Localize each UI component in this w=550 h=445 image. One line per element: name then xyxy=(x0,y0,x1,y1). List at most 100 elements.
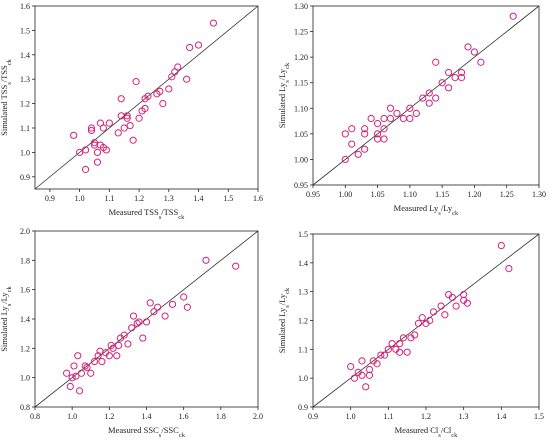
data-point xyxy=(406,104,414,112)
data-point xyxy=(365,365,374,374)
x-tick-label: 1.5 xyxy=(223,194,233,203)
x-tick-label: 1.05 xyxy=(371,190,385,199)
data-point xyxy=(76,148,84,156)
x-tick-label: 1.4 xyxy=(496,412,506,421)
data-point xyxy=(114,129,122,137)
data-point xyxy=(98,357,106,366)
x-axis-label: Measured TSSs/TSSck xyxy=(109,207,186,221)
data-point xyxy=(159,100,167,108)
x-tick-label: 1.1 xyxy=(104,194,114,203)
data-point xyxy=(81,362,89,370)
data-point xyxy=(141,104,149,113)
data-point xyxy=(380,125,388,133)
data-point xyxy=(341,155,349,164)
x-tick-label: 0.8 xyxy=(30,412,40,421)
data-point xyxy=(418,314,426,322)
data-point xyxy=(432,58,440,66)
data-point xyxy=(93,158,102,166)
data-point xyxy=(388,339,396,348)
data-point xyxy=(105,352,113,360)
data-point xyxy=(161,312,169,320)
data-point xyxy=(83,363,91,371)
data-point xyxy=(348,140,356,148)
x-tick-label: 1.30 xyxy=(532,190,546,199)
one-to-one-line xyxy=(34,5,259,190)
y-tick-label: 1.8 xyxy=(20,256,30,265)
data-point xyxy=(62,369,71,377)
data-point xyxy=(452,302,460,310)
data-point xyxy=(380,114,388,123)
y-tick-label: 1.25 xyxy=(294,28,308,37)
data-point xyxy=(437,302,445,310)
y-tick-label: 1.6 xyxy=(20,286,30,295)
data-point xyxy=(470,48,479,56)
data-point xyxy=(509,12,517,20)
x-tick-label: 1.2 xyxy=(134,194,144,203)
y-axis-label: Simulated Lys/Lyck xyxy=(277,287,291,353)
data-point xyxy=(414,319,423,327)
y-axis-label: Simulated TSSs/TSSck xyxy=(0,58,13,136)
y-tick-label: 1.3 xyxy=(298,288,308,297)
data-point xyxy=(497,241,505,250)
data-point xyxy=(87,126,96,135)
y-tick-label: 1.6 xyxy=(20,2,30,11)
data-point xyxy=(129,136,137,144)
data-point xyxy=(66,382,74,391)
data-point xyxy=(399,334,407,342)
y-tick-label: 1.20 xyxy=(294,53,308,62)
data-point xyxy=(117,95,125,103)
y-tick-label: 1.0 xyxy=(20,148,30,157)
x-tick-label: 1.3 xyxy=(459,412,469,421)
data-point xyxy=(361,145,369,153)
x-tick-label: 1.10 xyxy=(403,190,417,199)
data-point xyxy=(113,352,121,360)
data-point xyxy=(451,74,459,82)
data-point xyxy=(183,75,191,83)
data-point xyxy=(432,94,440,102)
data-point xyxy=(396,348,404,356)
data-point xyxy=(156,87,164,96)
data-point xyxy=(129,312,138,320)
data-point xyxy=(126,121,134,130)
one-to-one-line xyxy=(312,5,540,186)
data-point xyxy=(120,331,128,339)
data-point xyxy=(135,318,143,326)
data-point xyxy=(505,265,513,273)
data-point xyxy=(358,357,366,365)
data-point xyxy=(76,387,84,395)
x-tick-label: 1.15 xyxy=(435,190,449,199)
data-point xyxy=(180,293,188,301)
data-point xyxy=(142,318,151,326)
data-point xyxy=(347,363,355,371)
data-point xyxy=(386,104,395,112)
data-point xyxy=(165,85,173,93)
data-point xyxy=(87,369,95,377)
data-point xyxy=(445,84,453,92)
x-tick-label: 1.6 xyxy=(253,194,263,203)
data-point xyxy=(168,300,177,308)
data-point xyxy=(448,293,456,302)
y-tick-label: 0.9 xyxy=(298,403,308,412)
x-axis-label: Measured Lys/Lyck xyxy=(394,203,459,217)
data-point xyxy=(362,383,370,391)
y-tick-label: 1.30 xyxy=(294,2,308,11)
x-tick-label: 0.9 xyxy=(308,412,318,421)
data-point xyxy=(341,130,349,138)
y-tick-label: 1.5 xyxy=(298,230,308,239)
data-point xyxy=(426,316,434,325)
data-point xyxy=(396,339,404,348)
data-point xyxy=(87,124,96,132)
data-point xyxy=(367,114,375,123)
data-point xyxy=(123,112,131,120)
data-point xyxy=(202,256,210,264)
plot-frame xyxy=(34,5,259,190)
y-tick-label: 1.4 xyxy=(298,259,308,268)
data-point xyxy=(460,290,468,299)
data-point xyxy=(399,114,407,123)
data-point xyxy=(135,114,143,122)
plot-frame xyxy=(312,5,540,186)
data-point xyxy=(384,345,392,353)
data-point xyxy=(77,369,86,377)
x-tick-label: 1.5 xyxy=(534,412,544,421)
data-point xyxy=(128,324,136,332)
